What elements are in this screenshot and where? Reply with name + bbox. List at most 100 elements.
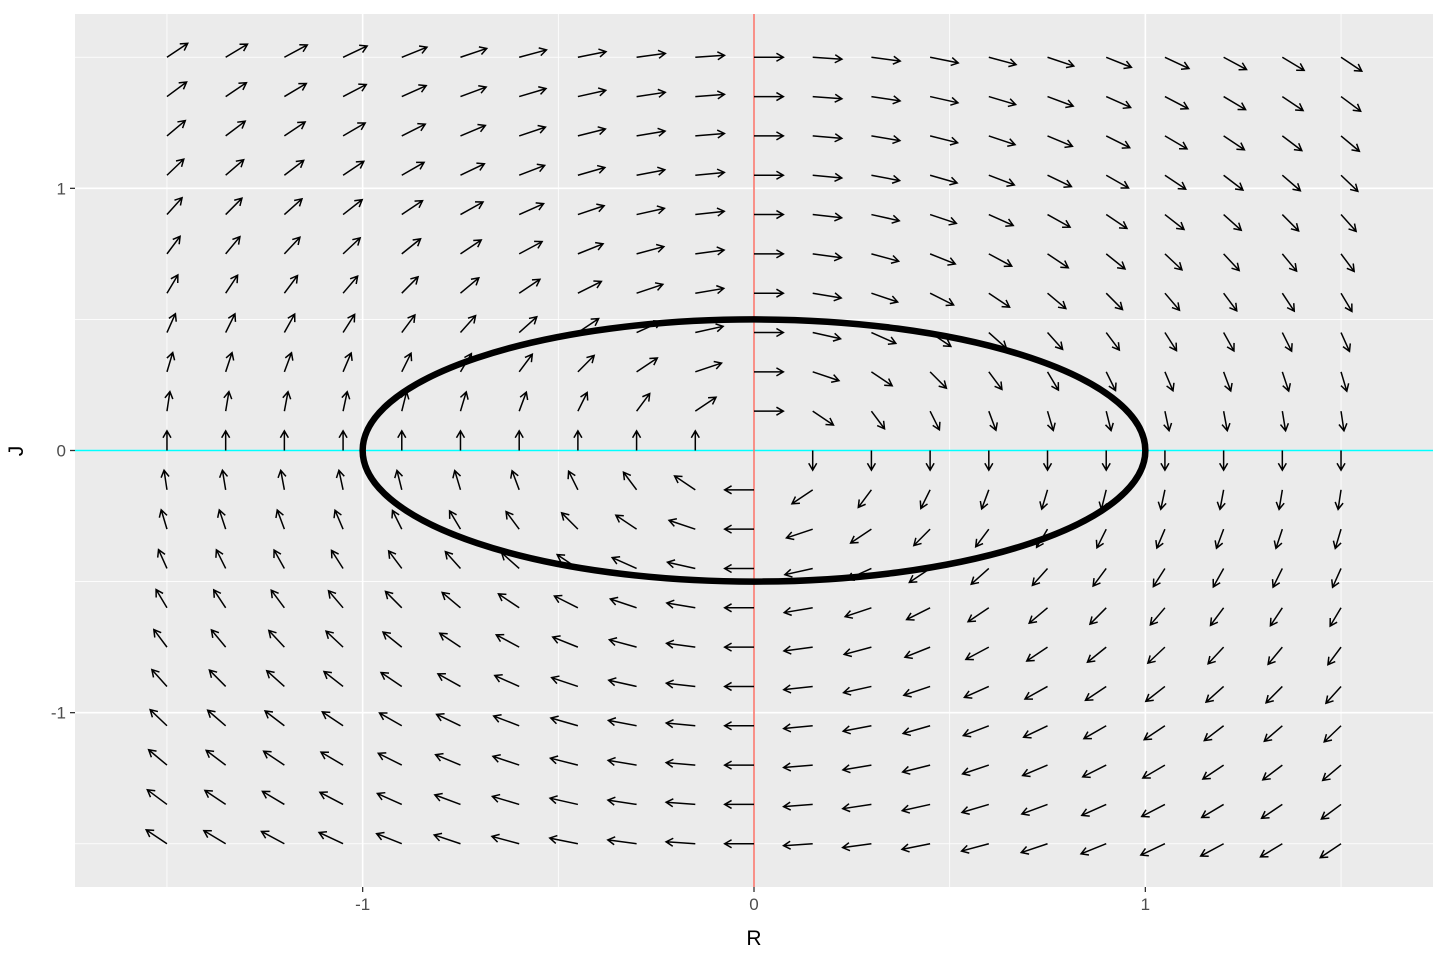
- vector-arrow: [664, 679, 696, 689]
- vector-arrow: [1104, 410, 1114, 433]
- vector-arrow: [155, 588, 168, 609]
- vector-arrow: [342, 198, 364, 216]
- vector-arrow: [1164, 292, 1181, 312]
- vector-arrow: [275, 508, 286, 530]
- vector-arrow: [1338, 411, 1348, 433]
- vector-arrow: [1204, 685, 1225, 704]
- vector-arrow: [1047, 56, 1076, 69]
- vector-arrow: [548, 795, 579, 806]
- vector-arrow: [435, 712, 461, 727]
- vector-arrow: [841, 764, 872, 774]
- vector-arrow: [607, 677, 637, 688]
- vector-arrow: [202, 829, 227, 845]
- x-tick-label: 1: [1141, 895, 1150, 914]
- vector-arrow: [1022, 725, 1048, 739]
- vector-arrow: [401, 84, 428, 98]
- vector-arrow: [808, 450, 818, 472]
- vector-arrow: [1281, 135, 1304, 152]
- vector-arrow: [607, 637, 637, 648]
- vector-arrow: [871, 174, 902, 184]
- vector-arrow: [1336, 450, 1346, 472]
- vector-arrow: [1340, 332, 1352, 353]
- vector-arrow: [636, 243, 666, 255]
- vector-arrow: [636, 49, 667, 59]
- vector-arrow: [1223, 95, 1247, 111]
- vector-arrow: [871, 95, 902, 105]
- vector-arrow: [1046, 332, 1064, 351]
- vector-arrow: [518, 240, 544, 255]
- vector-arrow: [929, 95, 960, 106]
- vector-arrow: [265, 669, 285, 688]
- vector-arrow: [452, 469, 462, 491]
- vector-arrow: [225, 235, 241, 255]
- vector-arrow: [551, 635, 579, 648]
- y-tick-label: 0: [57, 442, 66, 461]
- vector-arrow: [225, 81, 248, 98]
- vector-arrow: [988, 56, 1018, 68]
- vector-arrow: [260, 830, 285, 845]
- vector-arrow: [961, 764, 990, 777]
- vector-arrow: [401, 275, 420, 294]
- vector-arrow: [319, 751, 344, 766]
- vector-arrow: [1046, 371, 1060, 392]
- vector-arrow: [317, 831, 344, 845]
- vector-arrow: [1142, 725, 1166, 741]
- vector-arrow: [263, 710, 285, 727]
- vector-arrow: [494, 633, 520, 648]
- vector-arrow: [221, 429, 231, 451]
- vector-arrow: [1039, 489, 1049, 511]
- vector-arrow: [1329, 607, 1342, 628]
- vector-arrow: [1164, 371, 1175, 393]
- vector-arrow: [1092, 568, 1107, 588]
- vector-arrow: [1047, 292, 1067, 310]
- vector-arrow: [1201, 764, 1225, 780]
- trajectory-ellipse: [359, 316, 1149, 585]
- vector-arrow: [518, 163, 547, 176]
- vector-arrow: [577, 164, 607, 176]
- x-axis-title: R: [746, 927, 761, 950]
- vector-arrow: [267, 629, 285, 648]
- vector-arrow: [1334, 489, 1344, 511]
- vector-arrow: [283, 351, 294, 373]
- vector-arrow: [455, 429, 466, 451]
- vector-arrow: [204, 749, 227, 766]
- vector-arrow: [577, 126, 607, 137]
- vector-arrow: [223, 390, 233, 412]
- vector-arrow: [723, 524, 754, 534]
- trajectory-ellipse-path: [359, 316, 1149, 585]
- vector-arrow: [1340, 174, 1359, 193]
- vector-arrow: [1319, 843, 1342, 859]
- vector-arrow: [1047, 135, 1074, 149]
- vector-arrow: [283, 82, 308, 98]
- vector-arrow: [812, 410, 835, 426]
- vector-arrow: [158, 508, 168, 530]
- vector-arrow: [1222, 332, 1235, 353]
- vector-arrow: [144, 829, 168, 845]
- vector-arrow: [282, 390, 292, 412]
- vector-arrow: [261, 790, 285, 806]
- vector-arrow: [497, 593, 520, 609]
- x-axis: -1 0 1: [355, 887, 1150, 914]
- vector-arrow: [1105, 371, 1117, 392]
- vector-arrow: [929, 213, 958, 226]
- vector-arrow: [842, 685, 872, 696]
- vector-arrow: [1164, 135, 1189, 150]
- vector-arrow: [283, 274, 299, 294]
- vector-arrow: [434, 752, 461, 766]
- vector-arrow: [871, 135, 902, 145]
- vector-arrow: [673, 475, 696, 491]
- vector-arrow: [1281, 174, 1302, 192]
- vector-arrow: [695, 360, 723, 373]
- vector-arrow: [695, 129, 726, 139]
- vector-arrow: [493, 673, 520, 688]
- vector-arrow: [1263, 725, 1283, 743]
- vector-arrow: [225, 43, 249, 58]
- vector-arrow: [510, 469, 520, 491]
- vector-arrow: [1281, 371, 1292, 393]
- vector-arrow: [284, 43, 309, 58]
- vector-arrow: [1199, 843, 1224, 858]
- vector-arrow: [1264, 685, 1283, 704]
- vector-arrow: [401, 237, 422, 255]
- vector-arrow: [341, 390, 351, 412]
- vector-arrow: [518, 202, 545, 216]
